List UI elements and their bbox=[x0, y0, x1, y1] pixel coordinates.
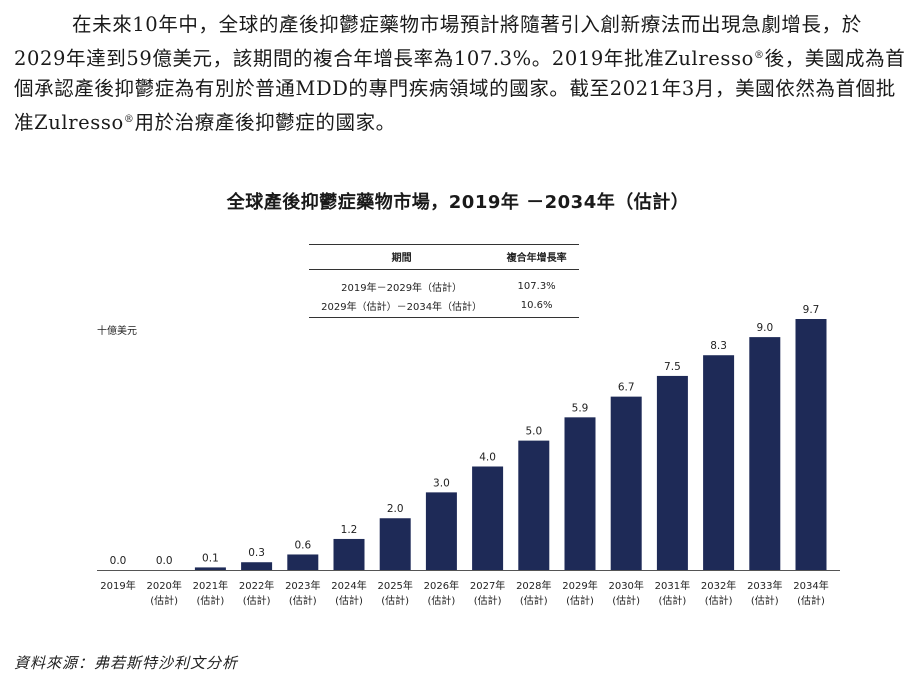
x-tick-sublabel: (估計) bbox=[427, 594, 455, 607]
bar-value-label: 6.7 bbox=[618, 382, 635, 394]
x-tick-sublabel: (估計) bbox=[797, 594, 825, 607]
bar-value-label: 5.9 bbox=[572, 402, 589, 414]
bar-value-label: 0.1 bbox=[202, 552, 219, 564]
bar bbox=[287, 554, 319, 570]
chart-title: 全球產後抑鬱症藥物市場，2019年 －2034年（估計） bbox=[226, 192, 690, 213]
x-tick-label: 2025年 bbox=[377, 579, 412, 592]
x-tick-label: 2026年 bbox=[424, 579, 459, 592]
x-tick-label: 2024年 bbox=[331, 579, 366, 592]
bar-value-label: 9.7 bbox=[803, 304, 820, 316]
cagr-header-rate: 複合年增長率 bbox=[494, 244, 579, 270]
bar bbox=[241, 562, 273, 570]
bar-value-label: 0.3 bbox=[248, 547, 265, 559]
x-tick-label: 2034年 bbox=[793, 579, 828, 592]
cagr-period-cell: 2029年（估計）－2034年（估計） bbox=[309, 296, 495, 318]
intro-text-c: 用於治療產後抑鬱症的國家。 bbox=[134, 110, 396, 134]
x-tick-sublabel: (估計) bbox=[566, 594, 594, 607]
bar-value-label: 0.0 bbox=[110, 555, 127, 567]
y-unit-label: 十億美元 bbox=[97, 326, 137, 337]
bar bbox=[518, 440, 550, 570]
x-tick-sublabel: (估計) bbox=[150, 594, 178, 607]
x-tick-label: 2020年 bbox=[146, 579, 181, 592]
cagr-rate-cell: 107.3% bbox=[517, 281, 556, 292]
x-tick-label: 2021年 bbox=[193, 579, 228, 592]
intro-text-b: 後，美國成為首個承認產後抑鬱症為有別於普通MDD的專門疾病領域的國家。截至202… bbox=[14, 46, 906, 134]
cagr-header-period: 期間 bbox=[309, 244, 495, 270]
x-tick-sublabel: (估計) bbox=[705, 594, 733, 607]
x-tick-label: 2033年 bbox=[747, 579, 782, 592]
bar bbox=[333, 538, 365, 570]
x-tick-label: 2028年 bbox=[516, 579, 551, 592]
x-tick-sublabel: (估計) bbox=[612, 594, 640, 607]
bar bbox=[749, 337, 781, 570]
cagr-period-cell: 2019年－2029年（估計） bbox=[341, 283, 463, 294]
x-tick-label: 2027年 bbox=[470, 579, 505, 592]
x-tick-sublabel: (估計) bbox=[520, 594, 548, 607]
x-tick-sublabel: (估計) bbox=[474, 594, 502, 607]
bar-value-label: 4.0 bbox=[479, 451, 496, 463]
bar-value-label: 2.0 bbox=[387, 503, 404, 515]
bar bbox=[610, 396, 642, 570]
x-tick-label: 2029年 bbox=[562, 579, 597, 592]
registered-mark: ® bbox=[753, 49, 765, 61]
bar bbox=[703, 355, 735, 570]
x-tick-label: 2023年 bbox=[285, 579, 320, 592]
bar-value-label: 5.0 bbox=[525, 426, 542, 438]
x-tick-sublabel: (估計) bbox=[751, 594, 779, 607]
cagr-table-row: 2019年－2029年（估計） 107.3% bbox=[309, 270, 579, 297]
intro-paragraph: 在未來10年中，全球的產後抑鬱症藥物市場預計將隨著引入創新療法而出現急劇增長，於… bbox=[14, 10, 906, 138]
bar-value-label: 0.0 bbox=[156, 555, 173, 567]
cagr-table-row: 2029年（估計）－2034年（估計） 10.6% bbox=[309, 296, 579, 318]
bar bbox=[379, 518, 411, 570]
bar bbox=[564, 417, 596, 570]
x-tick-sublabel: (估計) bbox=[381, 594, 409, 607]
cagr-table: 期間 複合年增長率 2019年－2029年（估計） 107.3% 2029年（估… bbox=[309, 244, 579, 318]
bar bbox=[656, 375, 688, 570]
bar-value-label: 7.5 bbox=[664, 361, 681, 373]
cagr-table-header-row: 期間 複合年增長率 bbox=[309, 244, 579, 270]
x-tick-label: 2022年 bbox=[239, 579, 274, 592]
intro-text-a: 在未來10年中，全球的產後抑鬱症藥物市場預計將隨著引入創新療法而出現急劇增長，於… bbox=[14, 13, 862, 70]
bar bbox=[425, 492, 457, 570]
x-tick-sublabel: (估計) bbox=[335, 594, 363, 607]
cagr-rate-cell: 10.6% bbox=[494, 296, 579, 318]
bar bbox=[472, 466, 504, 570]
bar bbox=[795, 319, 827, 570]
bar-value-label: 0.6 bbox=[294, 539, 311, 551]
x-tick-label: 2031年 bbox=[655, 579, 690, 592]
x-tick-label: 2030年 bbox=[608, 579, 643, 592]
x-tick-label: 2032年 bbox=[701, 579, 736, 592]
bar-value-label: 9.0 bbox=[756, 322, 773, 334]
bar-value-label: 1.2 bbox=[341, 524, 358, 536]
source-note: 資料來源：弗若斯特沙利文分析 bbox=[14, 654, 239, 672]
x-tick-label: 2019年 bbox=[100, 579, 135, 592]
x-tick-sublabel: (估計) bbox=[196, 594, 224, 607]
registered-mark: ® bbox=[123, 113, 135, 125]
x-tick-sublabel: (估計) bbox=[658, 594, 686, 607]
bar-value-label: 8.3 bbox=[710, 340, 727, 352]
bar-value-label: 3.0 bbox=[433, 477, 450, 489]
x-tick-sublabel: (估計) bbox=[289, 594, 317, 607]
bar bbox=[194, 567, 226, 570]
x-tick-sublabel: (估計) bbox=[243, 594, 271, 607]
